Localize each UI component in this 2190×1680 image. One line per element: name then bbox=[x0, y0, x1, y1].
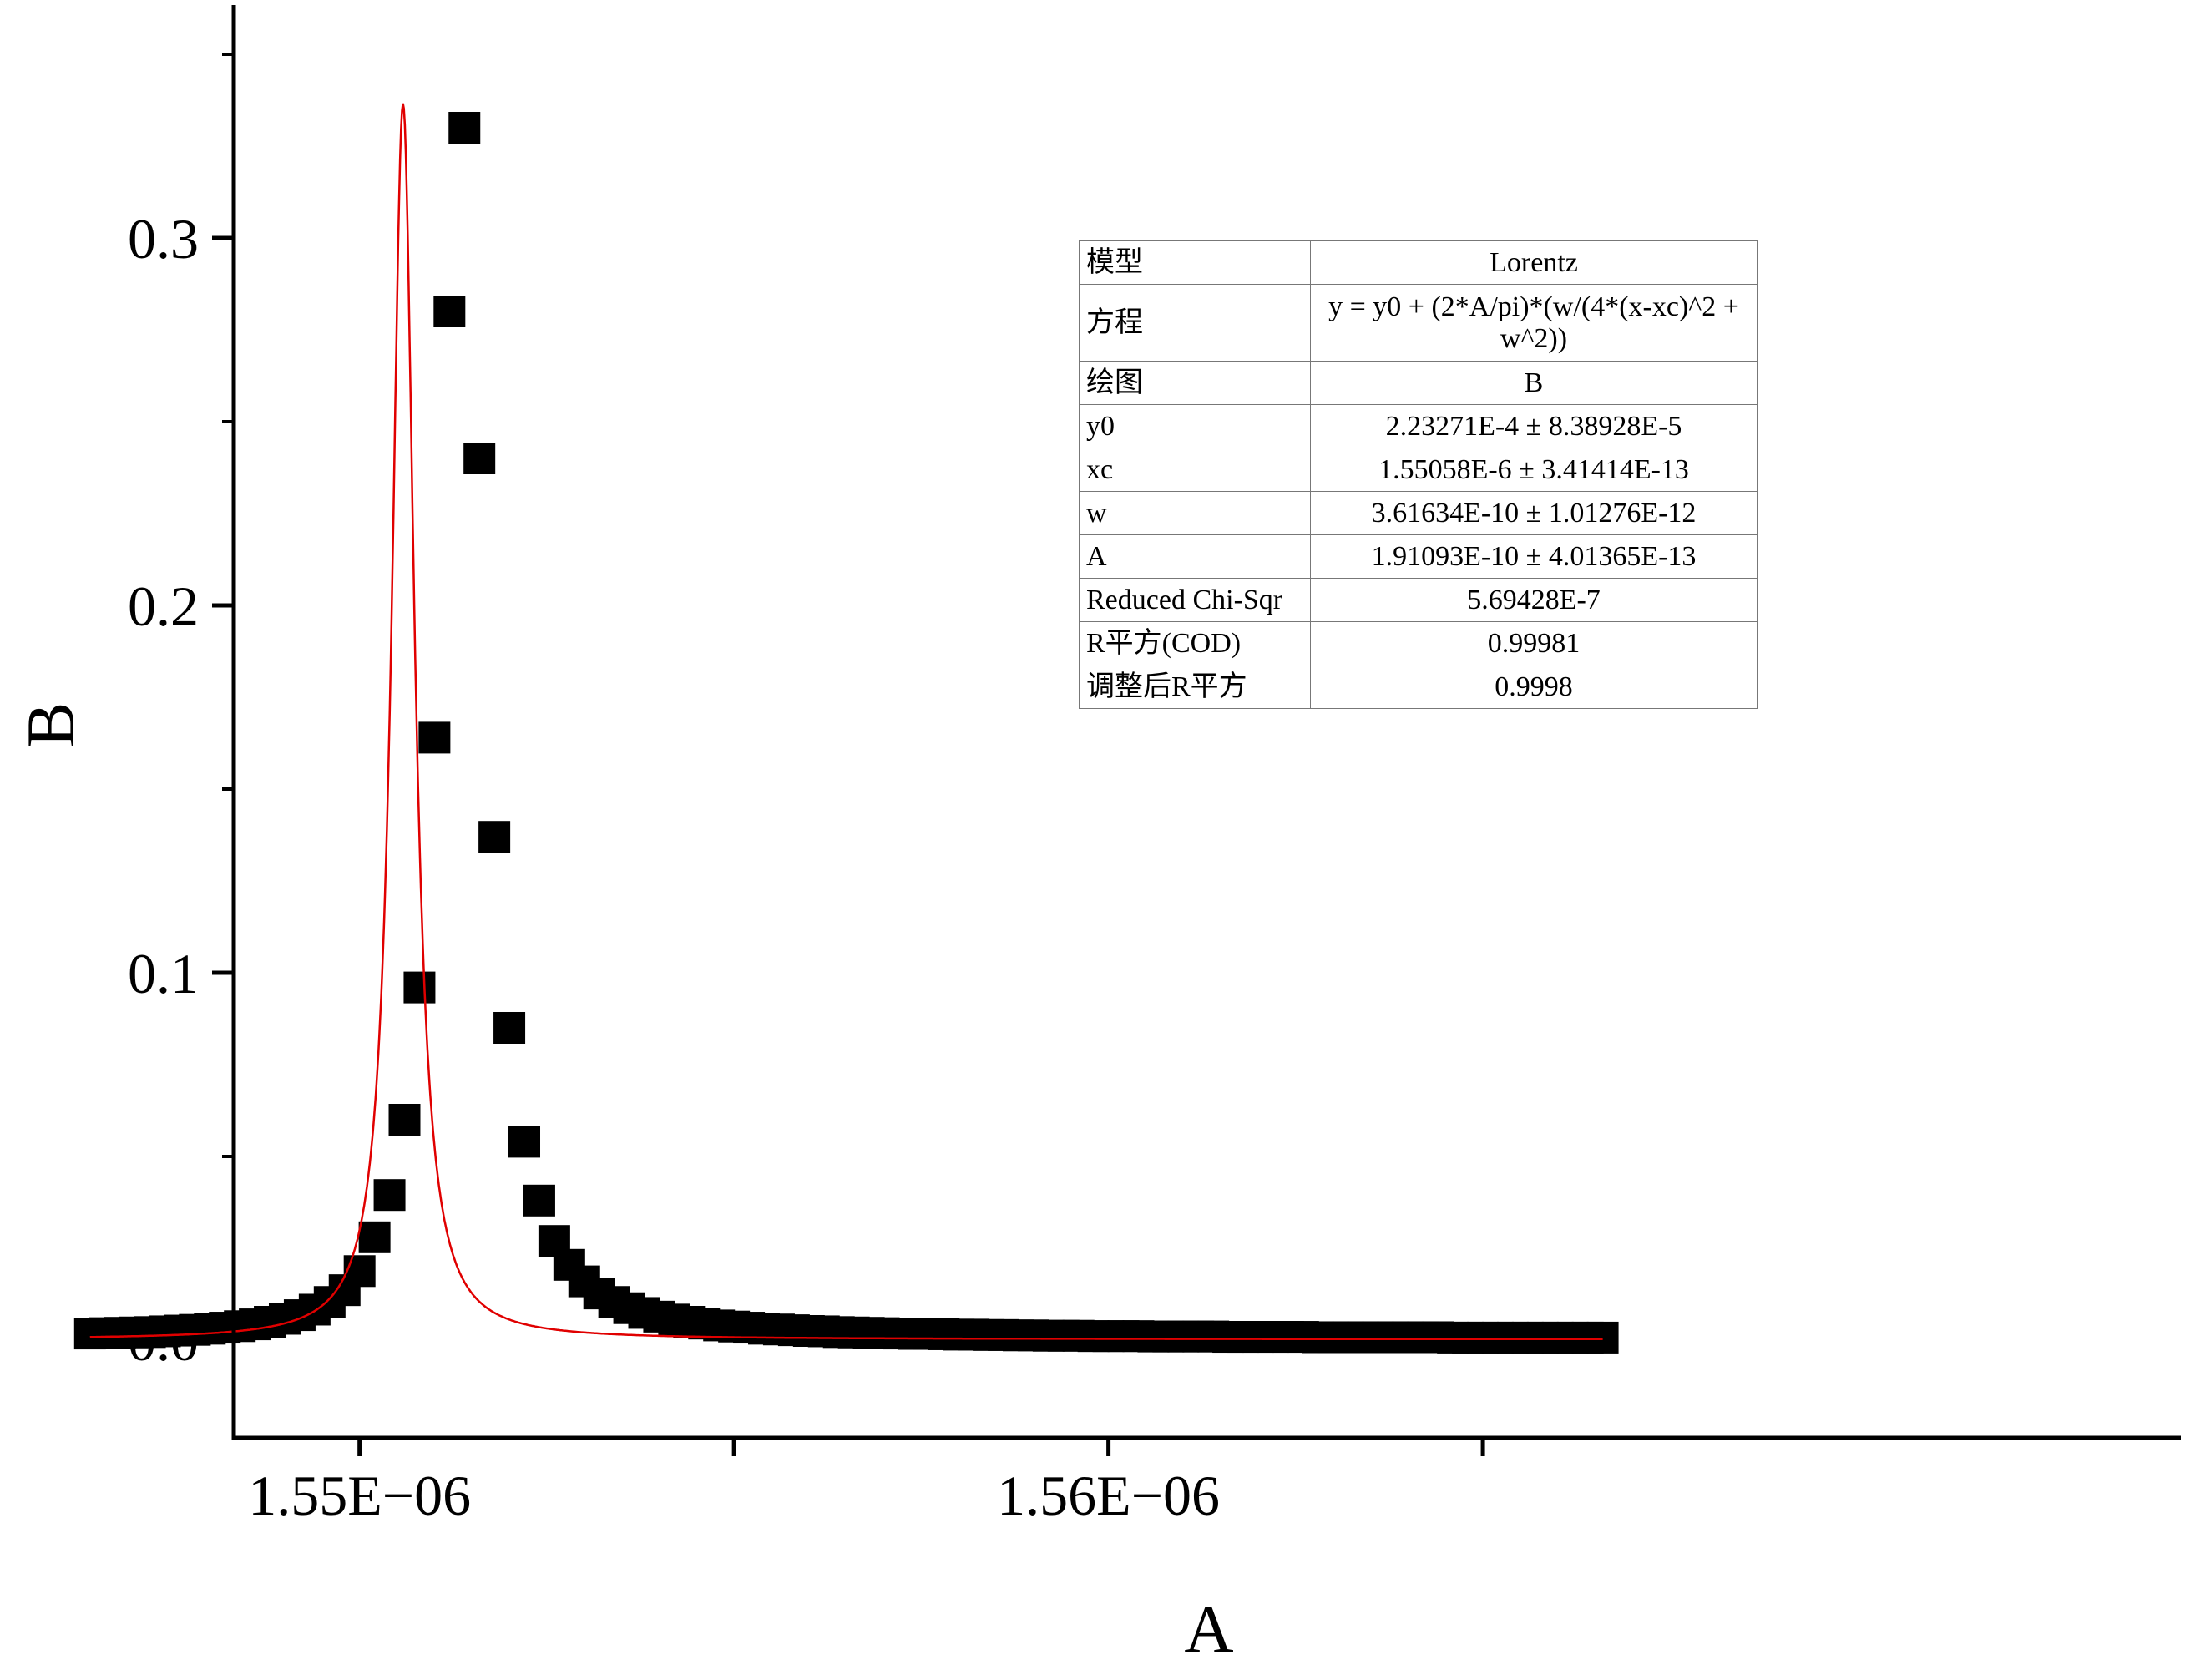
data-point bbox=[478, 821, 511, 853]
fit-param-name: 模型 bbox=[1079, 240, 1311, 285]
data-point bbox=[523, 1184, 555, 1217]
fit-table-row: R平方(COD) 0.99981 bbox=[1079, 621, 1758, 665]
y-tick-label: 0.1 bbox=[128, 942, 199, 1005]
fit-table-row: 调整后R平方 0.9998 bbox=[1079, 665, 1758, 709]
data-point bbox=[448, 112, 481, 144]
data-point bbox=[493, 1012, 526, 1044]
fit-param-name: 方程 bbox=[1079, 284, 1311, 362]
fit-table-row: 绘图 B bbox=[1079, 361, 1758, 405]
fit-param-value: y = y0 + (2*A/pi)*(w/(4*(x-xc)^2 + w^2)) bbox=[1310, 284, 1758, 362]
data-point bbox=[463, 443, 496, 474]
fit-param-value: Lorentz bbox=[1310, 240, 1758, 285]
fit-table-row: Reduced Chi-Sqr 5.69428E-7 bbox=[1079, 578, 1758, 622]
fit-param-name: Reduced Chi-Sqr bbox=[1079, 578, 1311, 622]
fit-param-name: xc bbox=[1079, 448, 1311, 492]
fit-param-name: 绘图 bbox=[1079, 361, 1311, 405]
data-point bbox=[388, 1104, 421, 1136]
data-point bbox=[373, 1179, 406, 1212]
fit-param-value: B bbox=[1310, 361, 1758, 405]
fit-param-value: 0.99981 bbox=[1310, 621, 1758, 665]
y-tick-label: 0.2 bbox=[128, 574, 199, 638]
fit-param-value: 0.9998 bbox=[1310, 665, 1758, 709]
fit-curve bbox=[89, 103, 1603, 1341]
data-point bbox=[358, 1221, 391, 1253]
fit-param-name: y0 bbox=[1079, 404, 1311, 448]
fit-param-value: 1.91093E-10 ± 4.01365E-13 bbox=[1310, 534, 1758, 579]
x-axis-label: A bbox=[1184, 1591, 1233, 1667]
fit-param-value: 1.55058E-6 ± 3.41414E-13 bbox=[1310, 448, 1758, 492]
x-axis-ticks: 1.55E−06 1.56E−06 bbox=[248, 1438, 1485, 1527]
x-tick-label: 1.56E−06 bbox=[997, 1464, 1220, 1527]
data-point bbox=[418, 721, 451, 754]
data-point bbox=[433, 296, 466, 327]
data-markers bbox=[73, 112, 1619, 1354]
fit-param-value: 5.69428E-7 bbox=[1310, 578, 1758, 622]
data-point bbox=[1586, 1321, 1619, 1354]
fit-table-row: 模型 Lorentz bbox=[1079, 240, 1758, 285]
y-axis-ticks: 0.00.10.20.3 bbox=[128, 53, 234, 1373]
fit-table-row: y0 2.23271E-4 ± 8.38928E-5 bbox=[1079, 404, 1758, 448]
fit-param-name: 调整后R平方 bbox=[1079, 665, 1311, 709]
fit-table-row: 方程 y = y0 + (2*A/pi)*(w/(4*(x-xc)^2 + w^2… bbox=[1079, 284, 1758, 362]
fit-table-row: A 1.91093E-10 ± 4.01365E-13 bbox=[1079, 534, 1758, 579]
fit-table-row: w 3.61634E-10 ± 1.01276E-12 bbox=[1079, 491, 1758, 535]
fit-param-value: 2.23271E-4 ± 8.38928E-5 bbox=[1310, 404, 1758, 448]
data-point bbox=[343, 1255, 376, 1288]
fit-param-name: R平方(COD) bbox=[1079, 621, 1311, 665]
fit-param-name: w bbox=[1079, 491, 1311, 535]
fit-table-row: xc 1.55058E-6 ± 3.41414E-13 bbox=[1079, 448, 1758, 492]
data-point bbox=[403, 971, 436, 1004]
data-point bbox=[508, 1126, 541, 1158]
fit-results-table: 模型 Lorentz 方程 y = y0 + (2*A/pi)*(w/(4*(x-xc… bbox=[1079, 240, 1758, 709]
fit-param-value: 3.61634E-10 ± 1.01276E-12 bbox=[1310, 491, 1758, 535]
y-tick-label: 0.3 bbox=[128, 207, 199, 271]
y-axis-label: B bbox=[13, 702, 89, 748]
fit-param-name: A bbox=[1079, 534, 1311, 579]
x-tick-label: 1.55E−06 bbox=[248, 1464, 471, 1527]
